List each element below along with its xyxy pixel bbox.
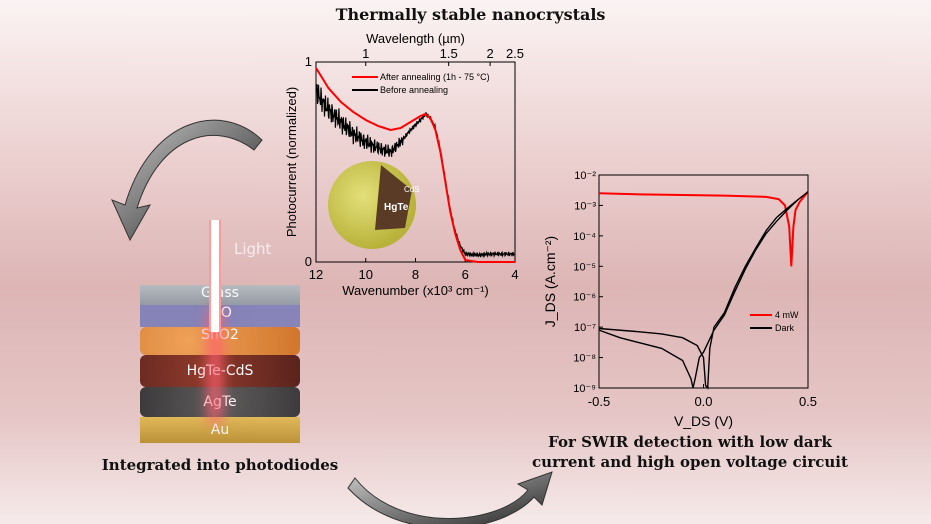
light-label: Light xyxy=(234,240,272,258)
curved-arrow-top-icon xyxy=(111,119,263,242)
layer-au: Au xyxy=(140,417,300,443)
x-tick-label: 12 xyxy=(309,267,323,282)
y-tick-label: 10⁻⁴ xyxy=(573,231,596,243)
x-axis-label: Wavenumber (x10³ cm⁻¹) xyxy=(342,283,489,298)
y-tick-label: 1 xyxy=(305,54,312,69)
light-beam xyxy=(209,220,221,332)
caption-swir: For SWIR detection with low dark current… xyxy=(520,432,860,472)
layer-agte: AgTe xyxy=(140,387,300,417)
layer-hgte-cds: HgTe-CdS xyxy=(140,355,300,387)
top-tick-label: 2 xyxy=(487,46,494,61)
x-tick-label: 0.5 xyxy=(799,394,817,409)
legend-label: 4 mW xyxy=(775,310,799,320)
jv-chart: -0.5 0.0 0.5 10⁻⁹ 10⁻⁸ 10⁻⁷ 10⁻⁶ 10⁻⁵ 10⁻⁴ 10⁻³ 10… xyxy=(542,170,817,429)
y-tick-label: 10⁻³ xyxy=(574,200,596,212)
top-tick-label: 1 xyxy=(362,46,369,61)
x-tick-label: 8 xyxy=(412,267,419,282)
x-tick-label: 6 xyxy=(462,267,469,282)
caption-swir-line2: current and high open voltage circuit xyxy=(532,453,848,471)
x-tick-label: 0.0 xyxy=(694,394,712,409)
page-title: Thermally stable nanocrystals xyxy=(335,5,606,24)
x-tick-label: 10 xyxy=(359,267,373,282)
y-tick-label: 10⁻⁷ xyxy=(574,322,596,334)
top-axis-label: Wavelength (µm) xyxy=(366,31,465,46)
series-line-after xyxy=(315,67,515,263)
top-tick-label: 2.5 xyxy=(506,46,524,61)
series-line-before xyxy=(315,84,516,259)
x-axis-label: V_DS (V) xyxy=(674,413,733,429)
y-tick-label: 10⁻⁸ xyxy=(573,353,596,365)
photocurrent-chart: 12 10 8 6 4 0 1 1 1.5 2 2.5 Wavelength (µm) Wavenumb… xyxy=(284,31,524,298)
y-tick-label: 0 xyxy=(305,254,312,269)
y-tick-label: 10⁻⁶ xyxy=(573,292,596,304)
legend-label: After annealing (1h - 75 °C) xyxy=(380,72,490,82)
y-tick-label: 10⁻² xyxy=(574,170,596,182)
y-tick-label: 10⁻⁹ xyxy=(573,383,596,395)
x-tick-label: 4 xyxy=(511,267,518,282)
caption-photodiodes: Integrated into photodiodes xyxy=(101,456,339,474)
top-tick-label: 1.5 xyxy=(440,46,458,61)
shell-label: CdS xyxy=(404,185,420,194)
core-label: HgTe xyxy=(384,202,409,213)
curved-arrow-bottom-icon xyxy=(347,471,553,524)
y-axis-label: J_DS (A.cm⁻²) xyxy=(542,236,558,327)
x-tick-label: -0.5 xyxy=(588,394,610,409)
legend-label: Dark xyxy=(775,323,795,333)
legend-label: Before annealing xyxy=(380,85,448,95)
y-axis-label: Photocurrent (normalized) xyxy=(284,87,299,237)
nanocrystal-illustration: HgTe CdS xyxy=(328,161,420,249)
caption-swir-line1: For SWIR detection with low dark xyxy=(548,433,832,451)
series-line-4mw xyxy=(598,191,809,267)
plot-frame xyxy=(598,174,809,389)
series-line-dark xyxy=(598,191,809,390)
y-tick-label: 10⁻⁵ xyxy=(573,261,596,273)
